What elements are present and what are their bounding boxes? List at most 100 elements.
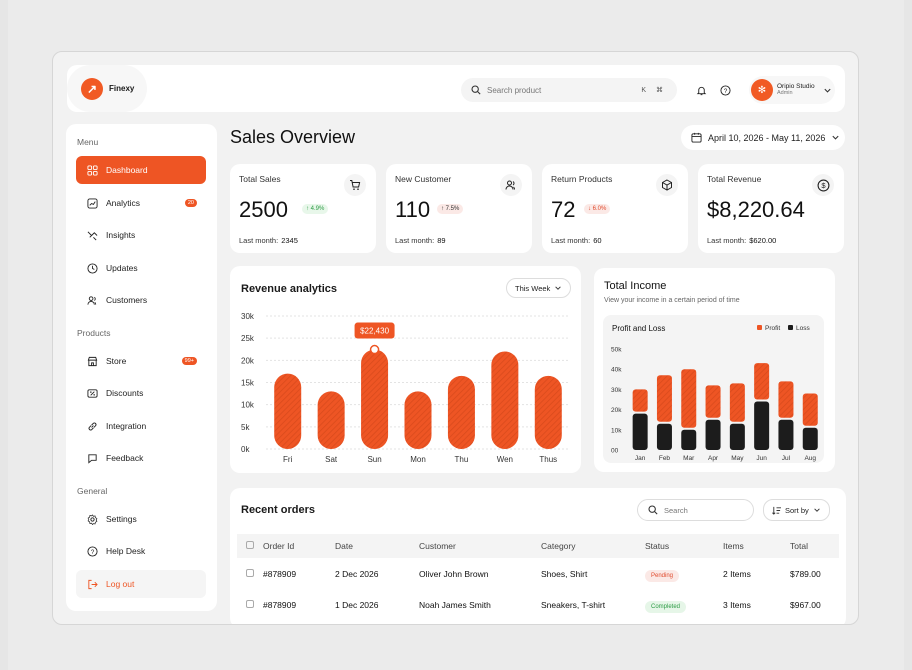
stat-card-total-revenue: Total Revenue $ $8,220.64 Last month: $62… xyxy=(698,164,844,253)
stat-last-month: Last month: 2345 xyxy=(239,236,298,245)
stat-value: 110 xyxy=(395,197,431,222)
clock-icon xyxy=(87,262,98,274)
x-tick-label: Mar xyxy=(683,455,695,462)
app-name: Finexy xyxy=(109,84,135,93)
grid-icon xyxy=(87,164,98,176)
legend-swatch-loss xyxy=(788,325,793,330)
store-icon xyxy=(87,356,98,366)
select-all-checkbox[interactable] xyxy=(237,534,263,558)
chevron-down-icon xyxy=(555,286,562,290)
y-tick-label: 30k xyxy=(241,312,255,321)
x-tick-label: Apr xyxy=(708,455,719,462)
brand[interactable]: ↗ Finexy xyxy=(67,65,147,112)
general-section-title: General xyxy=(77,486,108,496)
y-tick-label: 0k xyxy=(241,445,250,454)
last-month-value: $620.00 xyxy=(749,236,777,245)
search-input[interactable]: Search product K ⌘ xyxy=(461,78,677,102)
sidebar-item-store[interactable]: Store 99+ xyxy=(76,347,206,375)
bar-loss-may xyxy=(729,423,745,450)
order-date: 2 Dec 2026 xyxy=(335,568,379,579)
last-month-label: Last month: xyxy=(395,236,435,245)
column-header: Items xyxy=(723,534,790,558)
search-icon xyxy=(648,505,658,515)
period-label: This Week xyxy=(515,283,551,293)
svg-text:?: ? xyxy=(91,548,95,555)
orders-title: Recent orders xyxy=(241,504,315,516)
stat-value: $8,220.64 xyxy=(707,197,805,222)
sidebar-item-discounts[interactable]: Discounts xyxy=(76,379,206,407)
sidebar-item-label: Integration xyxy=(106,421,147,431)
svg-text:?: ? xyxy=(723,87,727,94)
sidebar-item-integration[interactable]: Integration xyxy=(76,412,206,440)
legend-label: Loss xyxy=(796,325,810,332)
insights-icon xyxy=(87,231,98,240)
sidebar-item-feedback[interactable]: Feedback xyxy=(76,444,206,472)
period-dropdown[interactable]: This Week xyxy=(506,278,572,298)
y-tick-label: 20k xyxy=(611,407,622,414)
discount-icon xyxy=(87,388,98,398)
order-status: Pending xyxy=(645,558,723,589)
sidebar-item-help-desk[interactable]: ? Help Desk xyxy=(76,537,206,565)
help-button[interactable]: ? xyxy=(715,80,735,100)
status-badge: Pending xyxy=(645,569,680,582)
revenue-title: Revenue analytics xyxy=(241,283,337,295)
sort-dropdown[interactable]: Sort by xyxy=(763,499,830,521)
sidebar-item-insights[interactable]: Insights xyxy=(76,221,206,249)
top-bar xyxy=(67,65,845,112)
bar-mon xyxy=(404,391,432,449)
sidebar-item-settings[interactable]: Settings xyxy=(76,505,206,533)
sidebar-item-label: Discounts xyxy=(106,388,144,398)
sidebar-item-label: Store xyxy=(106,356,127,366)
stat-change: ↑ 7.5% xyxy=(437,204,464,214)
last-month-label: Last month: xyxy=(551,236,591,245)
y-tick-label: 25k xyxy=(241,334,255,343)
x-tick-label: Jun xyxy=(756,455,767,462)
sidebar-item-label: Insights xyxy=(106,230,136,240)
column-header: Customer xyxy=(419,534,541,558)
bar-profit-jan xyxy=(632,389,648,412)
notification-button[interactable] xyxy=(691,80,711,100)
bar-loss-jan xyxy=(632,413,648,450)
users-icon xyxy=(87,295,97,305)
y-tick-label: 10k xyxy=(241,401,255,410)
sidebar-item-dashboard[interactable]: Dashboard xyxy=(76,156,206,184)
chevron-down-icon xyxy=(832,135,839,140)
column-header: Date xyxy=(335,534,419,558)
sidebar-item-label: Analytics xyxy=(106,198,141,208)
stat-label: Total Sales xyxy=(239,174,281,184)
y-tick-label: 15k xyxy=(241,379,255,388)
menu-section-title: Menu xyxy=(77,137,99,147)
x-tick-label: Thus xyxy=(539,455,557,464)
x-tick-label: Wen xyxy=(497,455,513,464)
sidebar-item-label: Customers xyxy=(106,295,148,305)
user-role: Admin xyxy=(777,90,793,96)
date-range-picker[interactable]: April 10, 2026 - May 11, 2026 xyxy=(681,125,845,150)
row-checkbox[interactable] xyxy=(237,558,263,589)
logout-button[interactable]: Log out xyxy=(76,570,206,598)
bar-sat xyxy=(317,391,345,449)
user-menu[interactable]: ✻ Oripio Studio Admin xyxy=(749,76,835,104)
stat-label: Return Products xyxy=(551,174,613,184)
bar-thus xyxy=(534,375,562,449)
analytics-badge: 20 xyxy=(184,199,197,207)
sidebar-item-analytics[interactable]: Analytics 20 xyxy=(76,189,206,217)
table-row[interactable]: #878909 2 Dec 2026 Oliver John Brown Sho… xyxy=(237,558,839,589)
bar-profit-mar xyxy=(681,369,697,428)
orders-search-input[interactable]: Search xyxy=(637,499,754,521)
sidebar-item-customers[interactable]: Customers xyxy=(76,286,206,314)
bar-loss-apr xyxy=(705,419,721,450)
order-id: #878909 xyxy=(263,599,297,610)
table-row[interactable]: #878909 1 Dec 2026 Noah James Smith Snea… xyxy=(237,589,839,620)
x-tick-label: Fri xyxy=(283,455,293,464)
y-tick-label: 10k xyxy=(611,427,622,434)
dollar-icon: $ xyxy=(812,174,834,196)
sidebar-item-updates[interactable]: Updates xyxy=(76,254,206,282)
bar-loss-aug xyxy=(802,427,818,450)
stat-last-month: Last month: $620.00 xyxy=(707,236,776,245)
order-category: Sneakers, T-shirt xyxy=(541,599,606,610)
revenue-analytics-card: Revenue analytics This Week 0k 5k 10k 15k 20… xyxy=(230,266,581,473)
link-icon xyxy=(88,422,97,430)
row-checkbox[interactable] xyxy=(237,589,263,620)
y-tick-label: 40k xyxy=(611,367,622,374)
bar-loss-jun xyxy=(754,401,770,450)
